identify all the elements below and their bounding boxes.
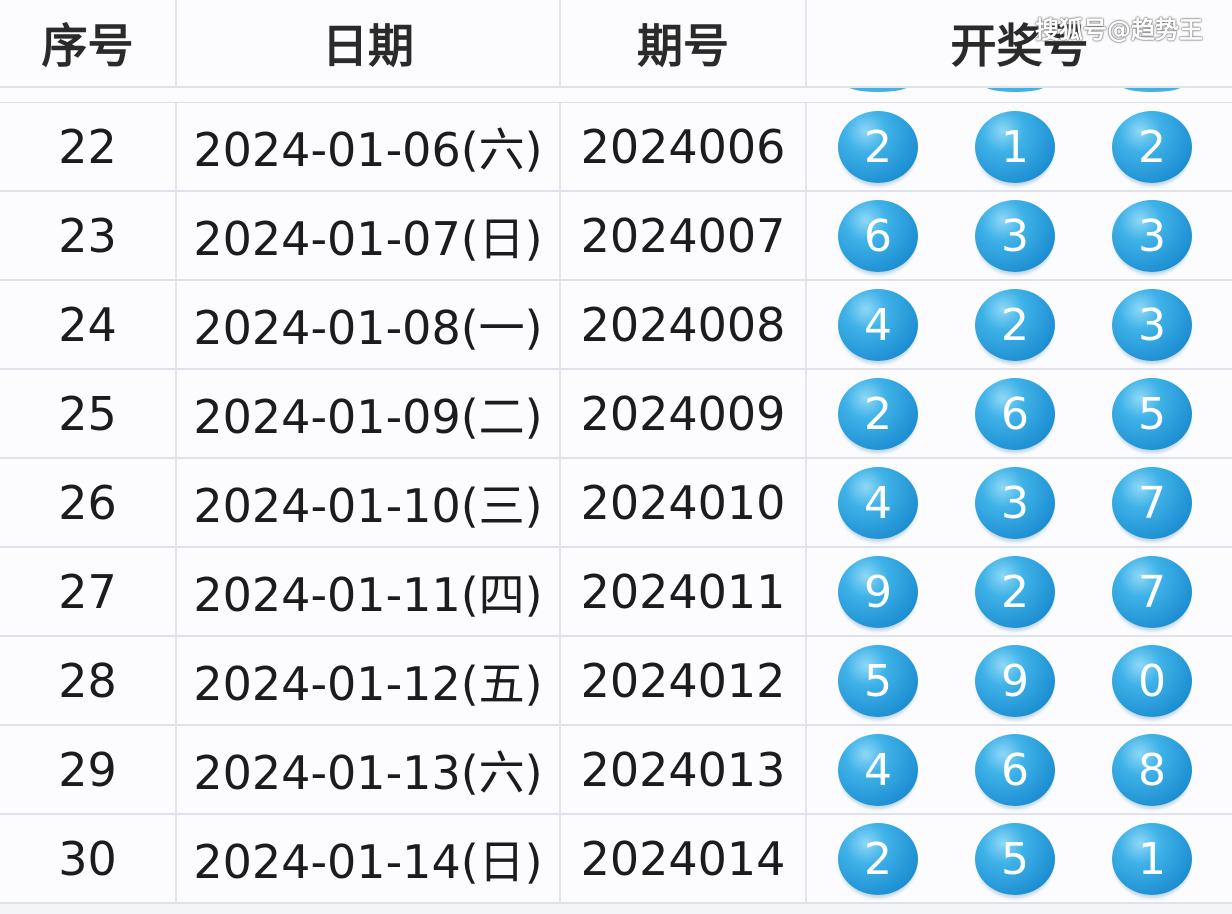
number-ball: 3: [975, 200, 1055, 272]
row-index: 27: [0, 548, 177, 635]
row-issue: 2024009: [561, 370, 807, 457]
number-ball: 6: [975, 734, 1055, 806]
row-index: 23: [0, 192, 177, 279]
number-ball: 2: [838, 378, 918, 450]
row-issue: 2024007: [561, 192, 807, 279]
number-ball: 4: [838, 734, 918, 806]
header-index: 序号: [0, 0, 177, 86]
number-ball: 3: [1112, 200, 1192, 272]
row-date: 2024-01-06(六): [177, 103, 561, 190]
number-ball: 3: [975, 467, 1055, 539]
number-ball: 6: [838, 200, 918, 272]
number-ball: 4: [838, 467, 918, 539]
row-issue: 2024011: [561, 548, 807, 635]
row-date: 2024-01-09(二): [177, 370, 561, 457]
header-issue: 期号: [561, 0, 807, 86]
number-ball: 2: [838, 111, 918, 183]
row-issue: 2024012: [561, 637, 807, 724]
row-index: 29: [0, 726, 177, 813]
number-ball: 6: [975, 378, 1055, 450]
number-ball: 5: [975, 823, 1055, 895]
table-header: 序号 日期 期号 开奖号: [0, 0, 1232, 88]
row-date: 2024-01-12(五): [177, 637, 561, 724]
row-date: 2024-01-10(三): [177, 459, 561, 546]
number-ball: 4: [838, 289, 918, 361]
row-date: 2024-01-11(四): [177, 548, 561, 635]
row-issue: 2024014: [561, 815, 807, 902]
row-index: 25: [0, 370, 177, 457]
row-index: 24: [0, 281, 177, 368]
number-ball: 7: [1112, 556, 1192, 628]
row-index: 22: [0, 103, 177, 190]
number-ball: 0: [1112, 645, 1192, 717]
row-issue: 2024010: [561, 459, 807, 546]
row-index: 26: [0, 459, 177, 546]
number-ball: 3: [1112, 289, 1192, 361]
number-ball: 7: [1112, 467, 1192, 539]
ball-icon: [1122, 88, 1182, 92]
partial-row: [0, 88, 1232, 104]
number-ball: 5: [1112, 378, 1192, 450]
number-ball: 1: [975, 111, 1055, 183]
number-ball: 2: [975, 289, 1055, 361]
ball-icon: [848, 88, 908, 92]
row-index: 28: [0, 637, 177, 724]
row-date: 2024-01-14(日): [177, 815, 561, 902]
number-ball: 2: [975, 556, 1055, 628]
number-ball: 9: [838, 556, 918, 628]
row-date: 2024-01-13(六): [177, 726, 561, 813]
number-ball: 8: [1112, 734, 1192, 806]
header-date: 日期: [177, 0, 561, 86]
row-index: 30: [0, 815, 177, 902]
row-issue: 2024013: [561, 726, 807, 813]
number-ball: 2: [838, 823, 918, 895]
row-date: 2024-01-07(日): [177, 192, 561, 279]
ball-icon: [985, 88, 1045, 92]
number-ball: 2: [1112, 111, 1192, 183]
number-ball: 1: [1112, 823, 1192, 895]
row-date: 2024-01-08(一): [177, 281, 561, 368]
watermark: 搜狐号@趋势王: [1035, 16, 1203, 44]
number-ball: 9: [975, 645, 1055, 717]
header-numbers: 开奖号: [950, 19, 1089, 73]
number-ball: 5: [838, 645, 918, 717]
row-issue: 2024006: [561, 103, 807, 190]
row-issue: 2024008: [561, 281, 807, 368]
